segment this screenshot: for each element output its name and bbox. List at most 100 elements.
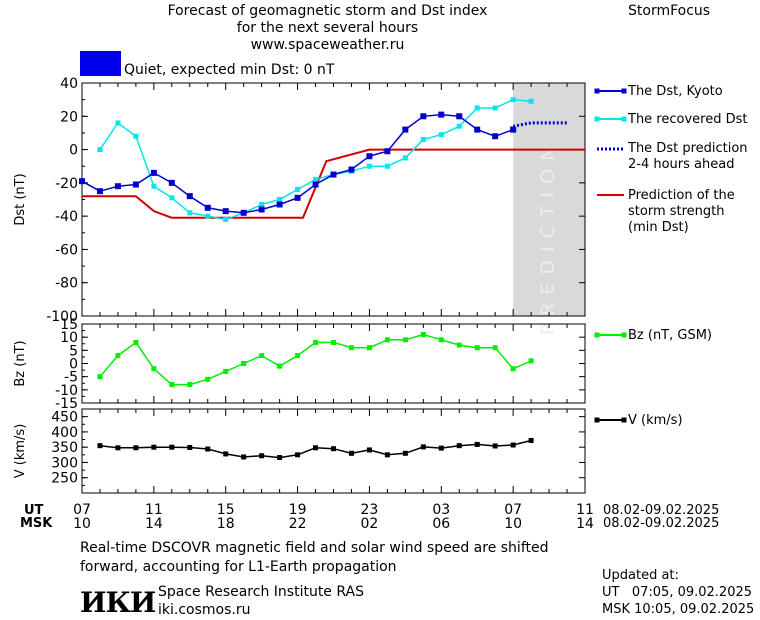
recovered-dst-point — [313, 177, 319, 183]
v-point — [348, 450, 354, 456]
legend-recovered-symbol-mark — [594, 116, 600, 122]
bz-point — [528, 358, 534, 364]
dst-ytick-label: 20 — [60, 109, 78, 125]
kyoto-dst-point — [150, 169, 157, 176]
updated-label: Updated at: — [602, 568, 679, 583]
legend-dst-prediction: The Dst prediction 2-4 hours ahead — [628, 141, 748, 173]
v-point — [241, 454, 247, 460]
legend-dst-prediction-line-2: 2-4 hours ahead — [628, 157, 735, 172]
ut-axis-label: UT — [24, 503, 44, 518]
ut-tick-label: 07 — [504, 502, 522, 518]
bz-point — [313, 339, 319, 345]
v-point — [420, 444, 426, 450]
bz-point — [348, 345, 354, 351]
bz-ytick-label: -5 — [64, 370, 78, 386]
bz-point — [366, 345, 372, 351]
kyoto-dst-point — [204, 204, 211, 211]
title-line-1: Forecast of geomagnetic storm and Dst in… — [167, 3, 488, 19]
bz-point — [115, 353, 121, 359]
legend-storm-line-3: (min Dst) — [628, 220, 689, 235]
bz-ylabel: Bz (nT) — [13, 340, 28, 386]
recovered-dst-point — [366, 163, 372, 169]
kyoto-dst-point — [168, 179, 175, 186]
recovered-dst-point — [151, 183, 157, 189]
recovered-dst-point — [97, 147, 103, 153]
msk-tick-label: 10 — [504, 516, 522, 532]
recovered-dst-point — [187, 210, 193, 216]
dst-ylabel: Dst (nT) — [13, 173, 28, 225]
msk-tick-label: 02 — [361, 516, 379, 532]
bz-point — [331, 339, 336, 345]
storm-prediction-line — [82, 148, 585, 219]
bz-point — [187, 382, 193, 388]
recovered-dst-point — [384, 163, 390, 169]
v-point — [169, 444, 175, 450]
recovered-dst-point — [223, 216, 229, 222]
kyoto-dst-point — [402, 126, 409, 133]
v-point — [366, 447, 372, 453]
bz-point — [474, 345, 480, 351]
dst-ytick-label: -80 — [55, 276, 78, 292]
recovered-dst-point — [133, 133, 139, 139]
legend-v: V (km/s) — [628, 413, 683, 428]
v-point — [313, 445, 319, 451]
recovered-dst-point — [205, 213, 211, 219]
legend-storm-line-2: storm strength — [628, 204, 725, 219]
v-point — [187, 444, 193, 450]
recovered-dst-point — [259, 201, 265, 207]
ut-date-range: 08.02-09.02.2025 — [603, 503, 720, 518]
ut-tick-label: 23 — [361, 502, 379, 518]
institute-site[interactable]: iki.cosmos.ru — [158, 602, 251, 618]
kyoto-dst-point — [79, 178, 85, 185]
dst-ytick-label: 40 — [60, 76, 78, 92]
kyoto-dst-point — [492, 133, 499, 140]
recovered-dst-point — [169, 195, 175, 201]
note-line-1: Real-time DSCOVR magnetic field and sola… — [80, 540, 549, 556]
kyoto-dst-point — [330, 171, 337, 178]
bz-ytick-label: 0 — [69, 357, 78, 373]
iki-logo: ИКИ — [80, 586, 156, 619]
recovered-dst-point — [510, 97, 516, 103]
v-point — [402, 450, 408, 456]
bz-point — [133, 339, 139, 345]
recovered-dst-point — [420, 137, 426, 143]
recovered-dst-point — [438, 132, 444, 138]
dst-ytick-label: -100 — [46, 309, 78, 325]
kyoto-dst-point — [348, 166, 355, 173]
kyoto-dst-point — [438, 111, 445, 118]
v-point — [295, 452, 301, 458]
kyoto-dst-point — [276, 201, 283, 208]
kyoto-dst-point — [258, 206, 265, 213]
recovered-dst-point — [492, 105, 498, 111]
v-ytick-label: 400 — [51, 425, 78, 441]
kyoto-dst-point — [420, 113, 427, 120]
v-point — [474, 441, 480, 447]
dst-ytick-label: 0 — [69, 143, 78, 159]
legend-kyoto-symbol-mark — [621, 88, 627, 94]
kyoto-dst-point — [96, 188, 103, 195]
v-point — [331, 446, 336, 452]
bz-point — [438, 337, 444, 343]
msk-tick-label: 18 — [217, 516, 235, 532]
recovered-dst-point — [456, 123, 462, 129]
kyoto-dst-point — [510, 126, 517, 133]
legend-storm-line-1: Prediction of the — [628, 188, 735, 203]
legend-storm-prediction: Prediction of the storm strength (min Ds… — [628, 188, 735, 236]
bz-ytick-label: -15 — [55, 396, 78, 412]
kyoto-dst-point — [312, 181, 319, 188]
bz-point — [420, 332, 426, 338]
propagation-note: Real-time DSCOVR magnetic field and sola… — [80, 539, 549, 577]
bz-point — [510, 366, 516, 372]
recovered-dst-point — [115, 120, 121, 126]
dst-ytick-label: -40 — [55, 209, 78, 225]
prediction-band-label: PREDICTION — [537, 139, 559, 336]
v-point — [115, 445, 121, 451]
bz-point — [151, 366, 157, 372]
legend-kyoto-symbol-mark — [594, 88, 600, 94]
v-point — [223, 451, 229, 457]
bz-point — [492, 345, 498, 351]
v-point — [97, 443, 103, 449]
legend-dst-recovered: The recovered Dst — [628, 112, 748, 127]
bz-point — [384, 337, 390, 343]
title-line-2: for the next several hours — [236, 20, 419, 36]
